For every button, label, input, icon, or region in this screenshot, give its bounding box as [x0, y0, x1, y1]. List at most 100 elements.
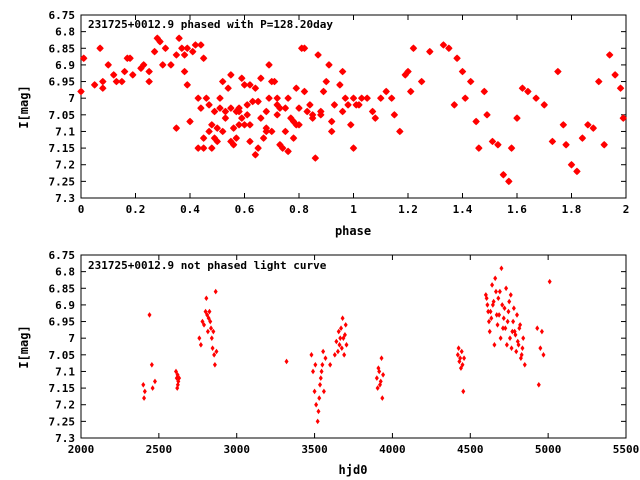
phased-data-point	[461, 94, 469, 102]
unphased-data-point	[332, 352, 337, 358]
unphased-data-point	[380, 395, 385, 401]
unphased-data-point	[512, 328, 517, 335]
phased-data-point	[183, 81, 192, 89]
phased-data-point	[347, 121, 355, 129]
unphased-data-point	[520, 345, 525, 351]
phased-data-point	[458, 67, 467, 76]
phased-data-point	[554, 67, 562, 76]
unphased-data-point	[505, 318, 510, 325]
phased-data-point	[281, 104, 290, 112]
unphased-data-point	[517, 325, 522, 331]
phased-data-point	[619, 114, 628, 122]
unphased-data-point	[342, 352, 347, 358]
phased-data-point	[273, 111, 281, 119]
unphased-data-point	[374, 375, 379, 381]
unphased-data-point	[493, 288, 498, 295]
phased-data-point	[77, 87, 85, 96]
unphased-y-axis-label: I[mag]	[17, 325, 31, 368]
phased-y-tick-label: 6.9	[55, 59, 75, 72]
phased-data-point	[150, 47, 159, 56]
phased-data-point	[327, 127, 336, 136]
phased-data-point	[532, 94, 540, 102]
phased-data-point	[507, 144, 516, 152]
unphased-data-point	[342, 332, 347, 338]
unphased-y-tick-label: 7.05	[49, 349, 76, 362]
phased-data-point	[202, 94, 211, 102]
unphased-data-point	[198, 342, 203, 348]
unphased-data-point	[522, 362, 527, 368]
phased-data-point	[578, 134, 587, 142]
phased-x-tick-label: 0.4	[180, 203, 200, 216]
phased-data-point	[284, 147, 292, 156]
phased-data-point	[194, 94, 202, 102]
unphased-data-point	[485, 302, 490, 308]
unphased-data-point	[321, 348, 326, 355]
phased-data-point	[257, 74, 265, 82]
unphased-x-tick-label: 3000	[223, 443, 250, 456]
unphased-data-point	[175, 381, 180, 388]
unphased-data-point	[337, 342, 342, 348]
phased-data-point	[605, 51, 614, 59]
unphased-data-point	[486, 308, 491, 315]
unphased-data-point	[176, 378, 181, 385]
unphased-data-point	[492, 342, 497, 348]
phased-data-point	[194, 144, 202, 152]
phased-data-point	[406, 87, 415, 96]
phased-data-point	[227, 71, 235, 79]
phased-data-point	[191, 41, 200, 49]
phased-data-point	[183, 44, 192, 53]
unphased-data-point	[513, 332, 518, 338]
unphased-data-point	[458, 355, 463, 361]
phased-x-tick-label: 0.6	[235, 203, 255, 216]
unphased-x-tick-label: 4000	[379, 443, 406, 456]
unphased-data-point	[317, 395, 322, 401]
unphased-y-tick-label: 6.95	[49, 316, 76, 329]
phased-data-point	[118, 77, 126, 86]
unphased-y-tick-label: 7.15	[49, 382, 76, 395]
phased-data-point	[139, 61, 148, 69]
unphased-data-point	[496, 295, 501, 302]
unphased-y-tick-label: 6.9	[55, 299, 75, 312]
phased-data-point	[238, 74, 246, 82]
phased-data-point	[99, 77, 107, 86]
phased-data-point	[303, 107, 311, 116]
phased-data-point	[246, 121, 254, 129]
phased-data-point	[199, 144, 208, 152]
phased-data-point	[235, 121, 243, 129]
phased-data-point	[559, 121, 568, 129]
phased-data-point	[276, 104, 284, 112]
unphased-x-tick-label: 2500	[146, 443, 173, 456]
phased-data-point	[197, 41, 205, 49]
phased-data-point	[499, 170, 508, 179]
unphased-data-point	[284, 358, 289, 365]
phased-data-point	[295, 121, 303, 129]
phased-data-point	[262, 107, 271, 116]
phased-data-point	[472, 117, 480, 126]
phased-data-point	[311, 154, 320, 162]
unphased-data-point	[152, 378, 157, 385]
phased-data-point	[235, 107, 243, 116]
phased-data-point	[306, 101, 314, 109]
phased-data-point	[488, 137, 497, 146]
phased-data-point	[289, 134, 298, 142]
phased-y-tick-label: 6.85	[49, 42, 76, 55]
phased-data-point	[186, 117, 194, 126]
phased-data-point	[254, 97, 262, 106]
unphased-data-point	[484, 295, 489, 302]
phased-data-point	[524, 87, 532, 96]
phased-data-point	[188, 47, 197, 56]
phased-data-point	[314, 51, 322, 59]
unphased-data-point	[209, 335, 214, 341]
phased-data-point	[417, 77, 426, 86]
unphased-data-point	[507, 298, 512, 305]
phased-data-point	[300, 44, 309, 53]
phased-data-point	[475, 144, 483, 152]
unphased-y-tick-label: 7.2	[55, 399, 75, 412]
phased-data-point	[548, 137, 557, 146]
phased-data-point	[199, 134, 208, 142]
unphased-data-point	[142, 395, 147, 401]
phased-y-tick-label: 7.2	[55, 159, 75, 172]
phased-data-point	[453, 54, 461, 62]
phased-y-ticks: 6.75 6.8 6.85 6.9 6.95 7 7.05 7.1 7.15 7.2 7.25 7.3	[49, 9, 626, 205]
unphased-data-point	[511, 305, 516, 312]
